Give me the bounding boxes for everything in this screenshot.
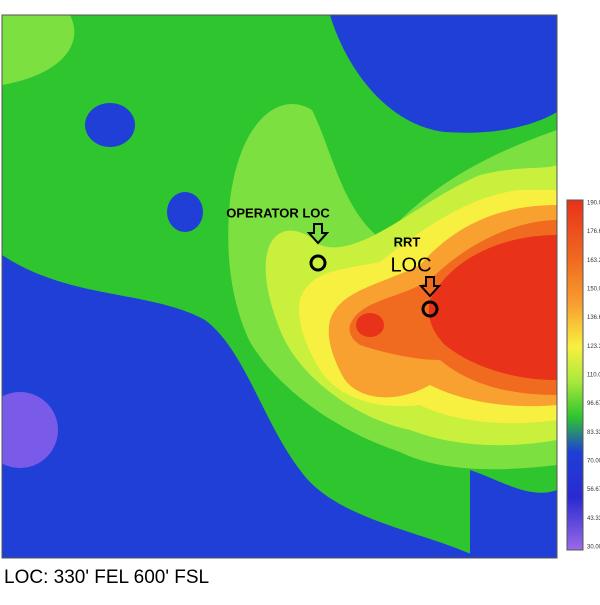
loc-label: LOC xyxy=(390,254,431,276)
legend-tick-label: 43.33 xyxy=(587,516,600,522)
legend-tick-label: 83.33 xyxy=(587,430,600,436)
rrt-label: RRT xyxy=(394,234,421,249)
caption: LOC: 330' FEL 600' FSL xyxy=(4,567,209,588)
legend-tick-label: 56.67 xyxy=(587,487,600,493)
legend-tick-label: 136.6 xyxy=(587,315,600,321)
legend-tick-label: 150.0 xyxy=(587,287,600,293)
operator-label: OPERATOR LOC xyxy=(226,205,330,220)
legend-tick-label: 190.0 xyxy=(587,201,600,207)
legend-tick-label: 70.00 xyxy=(587,459,600,465)
legend-tick-label: 123.3 xyxy=(587,344,600,350)
contour-map xyxy=(2,15,557,558)
legend-tick-label: 96.67 xyxy=(587,401,600,407)
color-bar xyxy=(566,199,584,551)
legend-ticks: 190.0 176.6 163.2 150.0 136.6 123.3 110.0 96.67… xyxy=(587,201,600,551)
legend-tick-label: 176.6 xyxy=(587,229,600,235)
legend-tick-label: 110.0 xyxy=(587,373,600,379)
markers xyxy=(306,223,442,318)
legend-tick-label: 163.2 xyxy=(587,258,600,264)
legend-tick-label: 30.00 xyxy=(587,545,600,551)
